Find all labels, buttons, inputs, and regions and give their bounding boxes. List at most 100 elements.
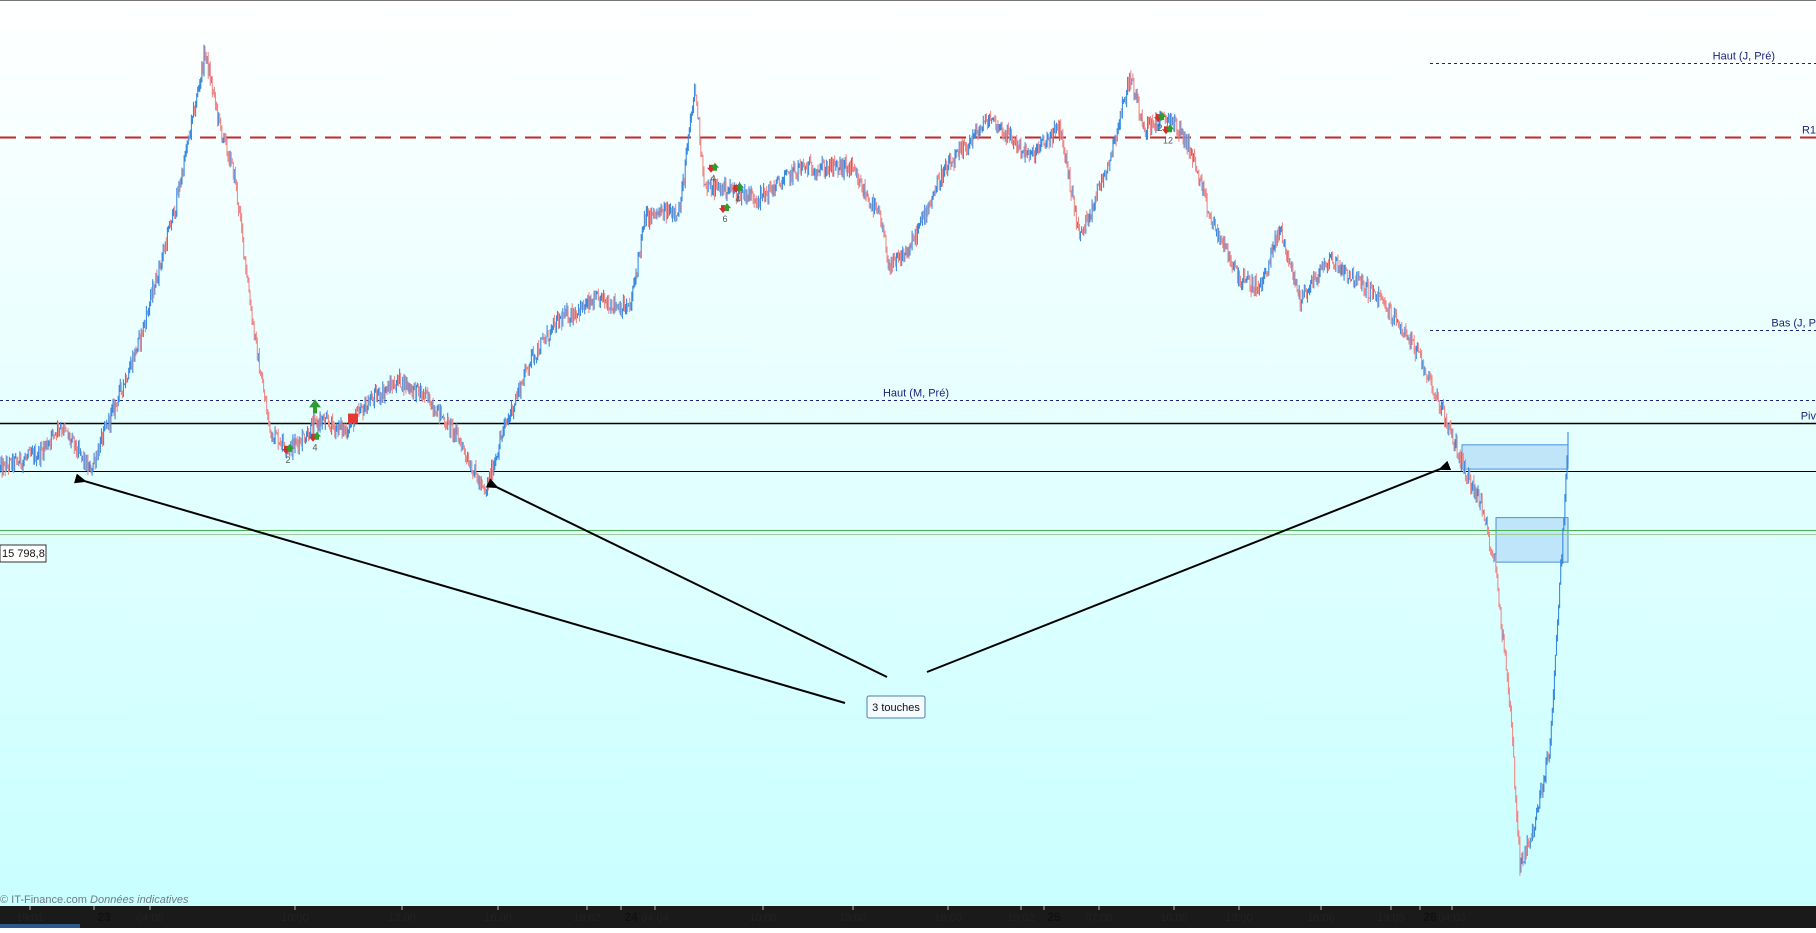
x-tick-18: 19:05 xyxy=(1377,906,1405,924)
x-axis-scroll-thumb[interactable] xyxy=(0,924,80,928)
annotation-arrow-0 xyxy=(73,473,846,704)
level-haut-m-pr: Haut (M, Pré) xyxy=(0,388,1816,401)
x-tick-label: 16:00 xyxy=(484,912,512,924)
levels-layer: Haut (J, Pré) R1 Bas (J, P Haut (M, Pré) Piv xyxy=(0,51,1816,535)
x-tick-label: 07:00 xyxy=(1085,912,1113,924)
x-tick-2: 04:00 xyxy=(136,906,164,924)
x-tick-label: 19:02 xyxy=(573,912,601,924)
signal-marker-2: 4 xyxy=(707,162,719,184)
level-label: Bas (J, P xyxy=(1771,318,1816,330)
level-bas-j-p: Bas (J, P xyxy=(1430,318,1816,331)
level-r1: R1 xyxy=(0,125,1816,139)
x-tick-label: 23 xyxy=(97,910,111,924)
signal-count: 2 xyxy=(1157,123,1162,133)
x-tick-10: 13:00 xyxy=(839,906,867,924)
x-tick-label: 19:01 xyxy=(16,912,44,924)
x-tick-label: 10:00 xyxy=(749,912,777,924)
x-tick-19: 26 xyxy=(1419,906,1437,924)
x-tick-label: 16:00 xyxy=(934,912,962,924)
level-label: Haut (J, Pré) xyxy=(1713,51,1775,63)
signal-marker-5: 2 xyxy=(1154,112,1166,133)
x-tick-20: 04:03 xyxy=(1438,906,1466,924)
x-tick-label: 10:00 xyxy=(281,912,309,924)
signal-marker-4: 6 xyxy=(719,203,731,224)
x-axis-ticks: 19:01 23 04:00 10:00 13:00 16:00 19:02 24 04:04 1… xyxy=(16,906,1466,924)
stop-square-icon xyxy=(348,413,358,424)
x-tick-label: 13:00 xyxy=(839,912,867,924)
annotation-label: 3 touches xyxy=(872,702,920,714)
x-tick-label: 13:00 xyxy=(1225,912,1253,924)
support-zone-1 xyxy=(1495,517,1569,563)
x-tick-3: 10:00 xyxy=(281,906,309,924)
x-tick-14: 07:00 xyxy=(1085,906,1113,924)
signal-count: 2 xyxy=(285,455,290,465)
x-tick-12: 19:02 xyxy=(1007,906,1035,924)
x-tick-6: 19:02 xyxy=(573,906,601,924)
x-tick-label: 04:00 xyxy=(136,912,164,924)
signal-count: 12 xyxy=(1163,135,1173,145)
buy-arrow-icon xyxy=(736,182,744,191)
buy-arrow-icon xyxy=(313,431,321,440)
level-piv: Piv xyxy=(0,411,1816,425)
x-tick-5: 16:00 xyxy=(484,906,512,924)
support-zone-0 xyxy=(1461,444,1569,470)
watermark-source: © IT-Finance.com xyxy=(0,894,87,906)
price-tag-text: 15 798,8 xyxy=(2,548,45,560)
x-tick-label: 04:03 xyxy=(1438,912,1466,924)
x-tick-label: 13:00 xyxy=(388,912,416,924)
x-tick-1: 23 xyxy=(93,906,111,924)
buy-arrow-icon xyxy=(309,399,321,414)
price-tag: 15 798,8 xyxy=(0,544,47,563)
x-tick-7: 24 xyxy=(620,906,638,924)
buy-arrow-icon xyxy=(286,443,294,452)
signal-marker-3: 4 xyxy=(732,182,744,204)
x-tick-label: 19:02 xyxy=(1007,912,1035,924)
price-tag-box xyxy=(0,544,47,563)
level-line-6 xyxy=(0,530,1816,535)
buy-arrow-icon xyxy=(1158,112,1166,121)
level-label: Piv xyxy=(1801,411,1816,423)
watermark-text: © IT-Finance.com Données indicatives xyxy=(0,894,189,906)
candles-down xyxy=(1,46,1549,876)
x-tick-15: 10:00 xyxy=(1160,906,1188,924)
annotation-box[interactable]: 3 touches xyxy=(866,695,926,719)
x-tick-16: 13:00 xyxy=(1225,906,1253,924)
x-tick-label: 10:00 xyxy=(1160,912,1188,924)
watermark: © IT-Finance.com Données indicatives xyxy=(0,894,189,906)
level-haut-j-pr: Haut (J, Pré) xyxy=(1430,51,1816,64)
signal-count: 4 xyxy=(735,194,740,204)
signal-marker-0: 2 xyxy=(282,443,294,465)
annotation-layer: 3 touches xyxy=(73,460,1452,719)
x-tick-label: 24 xyxy=(624,910,638,924)
x-tick-9: 10:00 xyxy=(749,906,777,924)
x-tick-label: 25 xyxy=(1047,910,1061,924)
x-tick-13: 25 xyxy=(1043,906,1061,924)
annotation-arrow-2 xyxy=(926,460,1452,673)
annotation-box-frame xyxy=(866,695,926,719)
x-tick-4: 13:00 xyxy=(388,906,416,924)
signal-marker-6: 12 xyxy=(1162,124,1174,145)
x-tick-label: 26 xyxy=(1423,910,1437,924)
x-tick-label: 04:04 xyxy=(641,912,669,924)
signal-count: 6 xyxy=(722,214,727,224)
x-tick-17: 16:00 xyxy=(1307,906,1335,924)
signal-marker-1: 4 xyxy=(309,431,321,453)
buy-arrow-icon xyxy=(711,162,719,171)
signal-count: 4 xyxy=(710,174,715,184)
x-axis: 19:01 23 04:00 10:00 13:00 16:00 19:02 24 04:04 1… xyxy=(0,906,1816,928)
buy-arrow-icon xyxy=(723,203,731,212)
x-tick-label: 16:00 xyxy=(1307,912,1335,924)
buy-arrow-icon xyxy=(1166,124,1174,133)
level-label: Haut (M, Pré) xyxy=(883,388,949,400)
signal-count: 4 xyxy=(312,443,317,453)
watermark-note: Données indicatives xyxy=(90,894,189,906)
x-tick-label: 19:05 xyxy=(1377,912,1405,924)
x-tick-0: 19:01 xyxy=(16,906,44,924)
x-axis-bar xyxy=(0,906,1816,928)
annotation-arrow-1 xyxy=(485,478,888,678)
x-tick-11: 16:00 xyxy=(934,906,962,924)
zones-layer xyxy=(1461,444,1569,563)
